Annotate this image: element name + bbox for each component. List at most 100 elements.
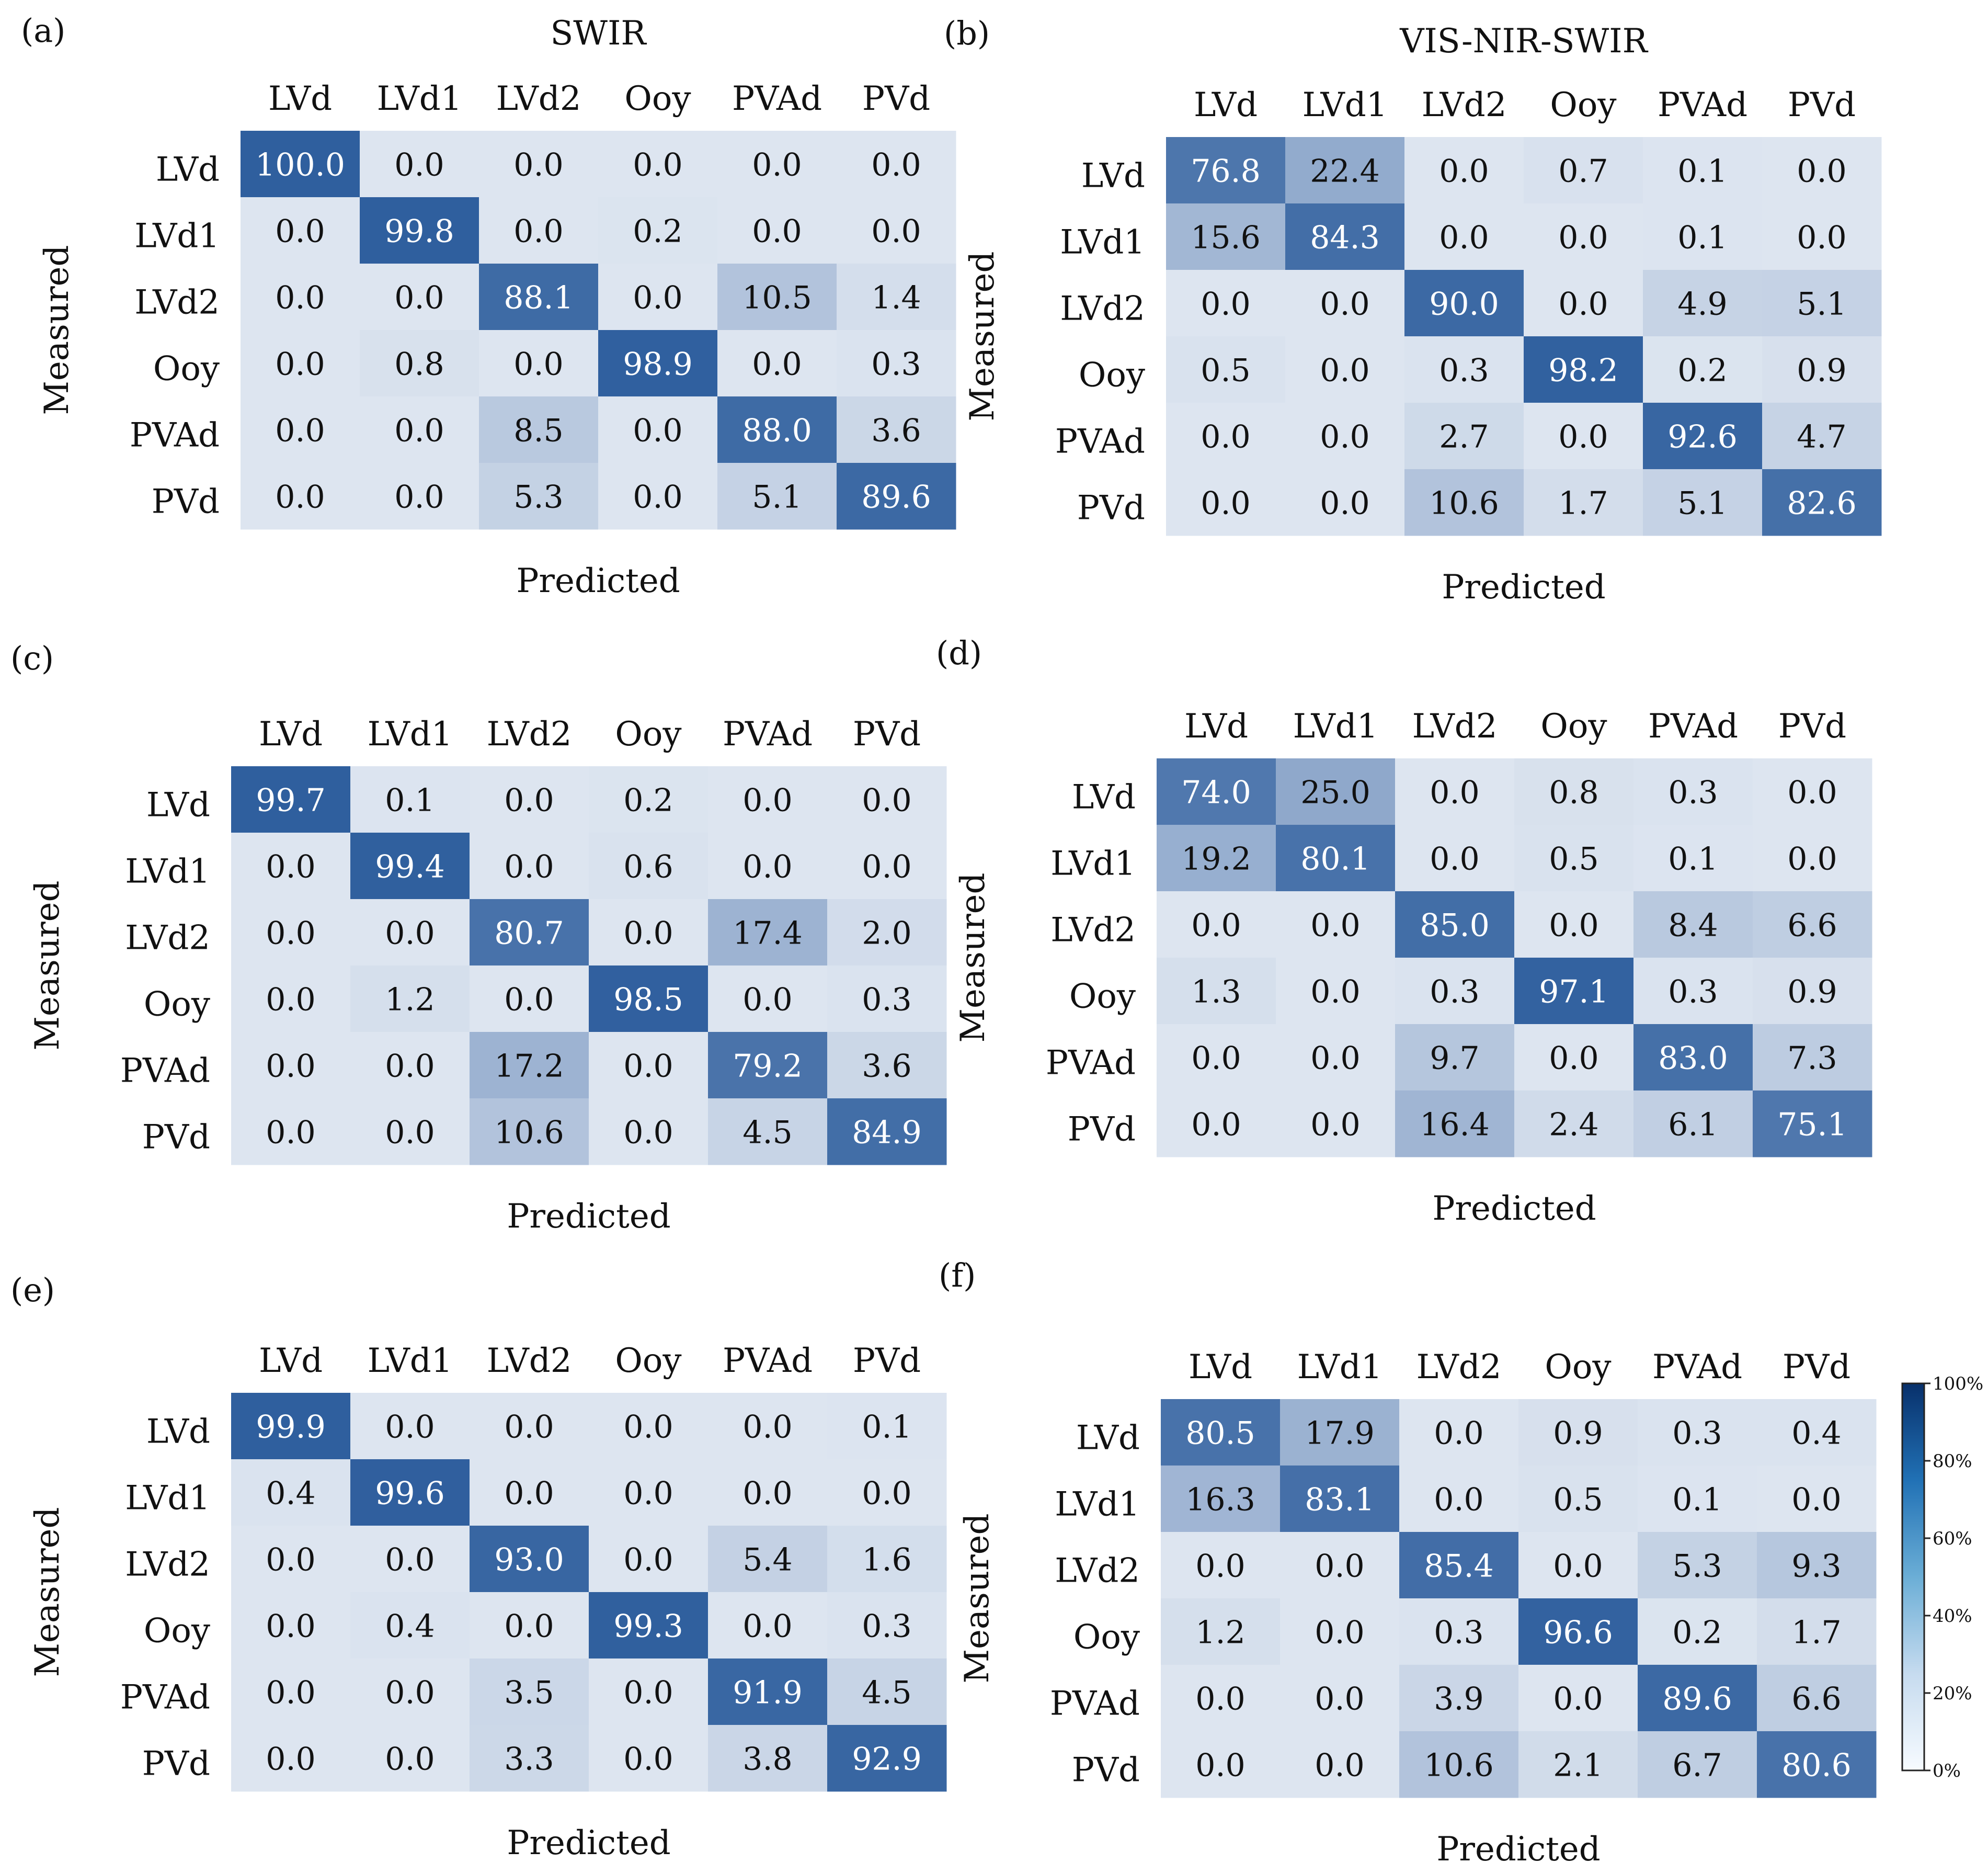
- cell-value-label: 3.3: [504, 1741, 554, 1778]
- row-label: PVAd: [1050, 1685, 1140, 1723]
- matrix-cell: [1399, 1466, 1519, 1532]
- cell-value-label: 0.0: [266, 1115, 315, 1151]
- matrix-cell: [1524, 270, 1643, 337]
- cell-value-label: 0.0: [752, 213, 802, 250]
- cell-value-label: 0.6: [623, 849, 673, 885]
- matrix-cell: [1757, 1598, 1877, 1665]
- matrix-cell: [479, 396, 599, 463]
- matrix-cell: [1524, 469, 1643, 536]
- matrix-cell: [1524, 336, 1643, 403]
- matrix-cell: [470, 1658, 589, 1725]
- cell-value-label: 0.8: [394, 346, 444, 383]
- cell-value-label: 0.0: [1797, 220, 1846, 256]
- row-label: LVd2: [134, 283, 220, 322]
- cell-value-label: 82.6: [1787, 485, 1857, 522]
- matrix-cell: [589, 766, 709, 833]
- cell-value-label: 0.0: [513, 213, 563, 250]
- matrix-cell: [1161, 1731, 1281, 1798]
- matrix-cell: [837, 197, 956, 264]
- matrix-cell: [1276, 891, 1396, 958]
- column-label: LVd2: [1422, 86, 1507, 124]
- matrix-cell: [470, 1098, 589, 1165]
- row-label: PVAd: [1046, 1044, 1136, 1083]
- matrix-cell: [1157, 825, 1276, 892]
- cell-value-label: 6.7: [1672, 1747, 1722, 1784]
- y-axis-label: Measured: [28, 880, 67, 1050]
- cell-value-label: 83.0: [1658, 1040, 1728, 1077]
- cell-value-label: 0.0: [623, 1475, 673, 1512]
- cell-value-label: 4.7: [1797, 419, 1846, 456]
- column-label: LVd: [1184, 707, 1248, 746]
- matrix-cell: [231, 965, 351, 1032]
- confusion-matrix-panel: (b) VIS-NIR-SWIR LVd LVd1 LVd2 Ooy PVAd PVd LVd L…: [944, 14, 1882, 607]
- matrix-cell: [1524, 403, 1643, 470]
- column-label: Ooy: [1540, 707, 1607, 746]
- row-label: LVd: [1081, 157, 1145, 196]
- row-label: Ooy: [1079, 356, 1145, 395]
- colorbar-tick-label: 80%: [1933, 1451, 1972, 1472]
- row-label: PVd: [142, 1745, 210, 1784]
- column-label: PVAd: [723, 1342, 813, 1380]
- matrix-cell: [1395, 958, 1515, 1025]
- cell-value-label: 5.3: [513, 479, 563, 516]
- matrix-cell: [350, 1459, 470, 1526]
- cell-value-label: 74.0: [1181, 775, 1251, 811]
- column-label: LVd1: [1297, 1348, 1383, 1387]
- matrix-cell: [1285, 469, 1405, 536]
- matrix-cell: [1161, 1532, 1281, 1599]
- cell-value-label: 84.9: [852, 1115, 922, 1151]
- cell-value-label: 0.0: [752, 346, 802, 383]
- matrix-cell: [1633, 758, 1753, 825]
- matrix-cell: [1638, 1466, 1757, 1532]
- cell-value-label: 99.3: [613, 1608, 683, 1645]
- row-label: LVd2: [1055, 1552, 1140, 1591]
- matrix-cell: [1404, 336, 1524, 403]
- cell-value-label: 3.8: [742, 1741, 792, 1778]
- cell-value-label: 0.0: [1553, 1548, 1603, 1585]
- matrix-cell: [1404, 203, 1524, 270]
- row-label: PVd: [142, 1118, 210, 1157]
- matrix-cell: [241, 264, 360, 331]
- matrix-cell: [1276, 1090, 1396, 1157]
- cell-value-label: 0.3: [1434, 1615, 1483, 1651]
- matrix-cell: [837, 131, 956, 198]
- cell-value-label: 3.6: [862, 1048, 911, 1085]
- matrix-cell: [708, 766, 828, 833]
- matrix-cell: [1762, 270, 1882, 337]
- cell-value-label: 10.6: [1424, 1747, 1494, 1784]
- matrix-cell: [241, 396, 360, 463]
- cell-value-label: 0.0: [633, 280, 682, 316]
- matrix-cell: [1285, 403, 1405, 470]
- cell-value-label: 0.4: [266, 1475, 315, 1512]
- cell-value-label: 2.7: [1439, 419, 1489, 456]
- matrix-cell: [360, 330, 479, 397]
- confusion-matrix-panel: (e) LVd LVd1 LVd2 Ooy PVAd PVd LVd LVd1 LVd2 Ooy PV…: [10, 1271, 947, 1862]
- matrix-cell: [1514, 891, 1634, 958]
- y-axis-label: Measured: [958, 1513, 997, 1683]
- column-label: LVd1: [377, 79, 462, 118]
- row-label: LVd1: [125, 853, 210, 891]
- matrix-cell: [1514, 758, 1634, 825]
- cell-value-label: 5.1: [1797, 286, 1846, 323]
- matrix-cell: [1643, 336, 1763, 403]
- cell-value-label: 80.5: [1185, 1415, 1255, 1452]
- cell-value-label: 0.0: [1315, 1615, 1364, 1651]
- cell-value-label: 0.0: [504, 1409, 554, 1446]
- matrix-cell: [717, 330, 837, 397]
- column-label: Ooy: [615, 715, 681, 754]
- cell-value-label: 0.0: [1201, 286, 1250, 323]
- matrix-cell: [1395, 758, 1515, 825]
- confusion-matrix-panel: (a) SWIR LVd LVd1 LVd2 Ooy PVAd PVd LVd LVd1 LVd2 O…: [21, 12, 956, 600]
- row-label: LVd2: [125, 919, 210, 958]
- matrix-cell: [350, 766, 470, 833]
- matrix-cell: [231, 1725, 351, 1792]
- cell-value-label: 0.0: [385, 1741, 435, 1778]
- matrix-cell: [1643, 469, 1763, 536]
- matrix-cell: [1638, 1731, 1757, 1798]
- matrix-cell: [1633, 891, 1753, 958]
- panel-label: (f): [939, 1256, 976, 1294]
- x-axis-label: Predicted: [1436, 1830, 1600, 1863]
- cell-value-label: 17.4: [733, 915, 803, 952]
- cell-value-label: 91.9: [733, 1675, 803, 1711]
- cell-value-label: 0.0: [275, 479, 325, 516]
